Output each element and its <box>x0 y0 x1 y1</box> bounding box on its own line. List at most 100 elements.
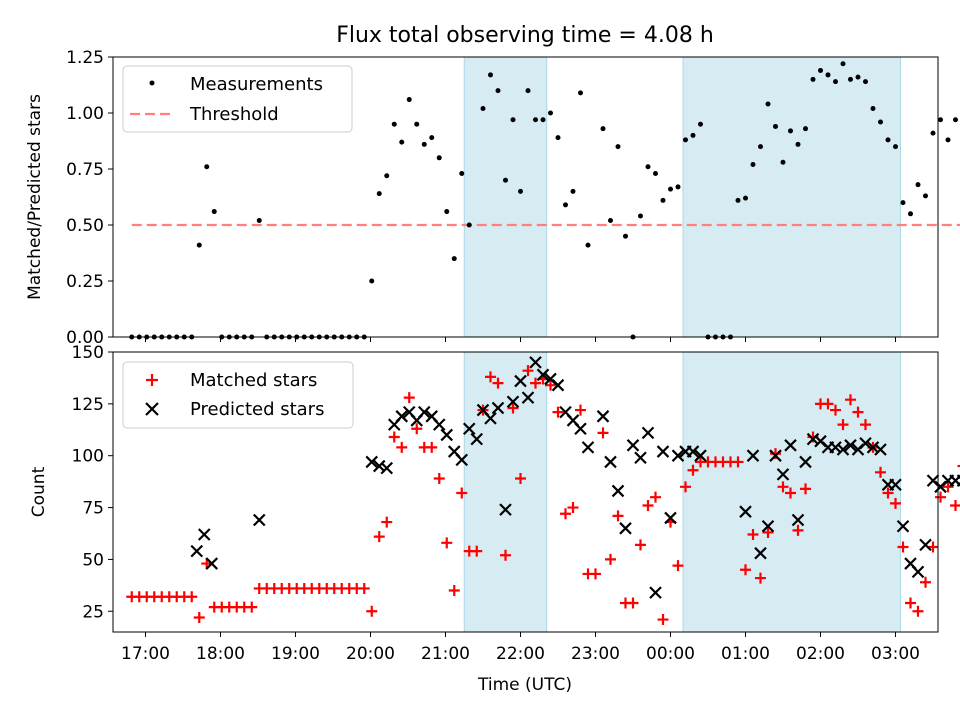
measurement-point <box>511 117 516 122</box>
measurement-point <box>788 128 793 133</box>
measurement-point <box>452 256 457 261</box>
measurement-point <box>578 90 583 95</box>
measurement-point <box>638 214 643 219</box>
measurement-point <box>422 142 427 147</box>
x-tick-label: 17:00 <box>121 644 170 664</box>
measurement-point <box>459 171 464 176</box>
measurement-point <box>212 209 217 214</box>
y-tick-label: 125 <box>72 395 104 415</box>
measurement-point <box>407 97 412 102</box>
y-tick-label: 0.75 <box>66 160 104 180</box>
measurement-point <box>901 200 906 205</box>
legend-matched-label: Matched stars <box>190 370 317 391</box>
measurement-point <box>856 75 861 80</box>
x-tick-label: 23:00 <box>571 644 620 664</box>
measurement-point <box>204 164 209 169</box>
y-tick-label: 100 <box>72 447 104 467</box>
measurement-point <box>548 111 553 116</box>
measurement-point <box>377 191 382 196</box>
measurement-point <box>676 184 681 189</box>
measurement-point <box>623 234 628 239</box>
x-tick-label: 19:00 <box>271 644 320 664</box>
bottom-legend: Matched stars Predicted stars <box>123 362 353 428</box>
x-tick-label: 03:00 <box>871 644 920 664</box>
y-tick-label: 1.00 <box>66 104 104 124</box>
measurement-point <box>848 77 853 82</box>
measurement-point <box>369 279 374 284</box>
measurement-point <box>766 102 771 107</box>
measurement-point <box>893 144 898 149</box>
x-tick-label: 01:00 <box>721 644 770 664</box>
top-legend: Measurements Threshold <box>123 66 352 132</box>
x-tick-label: 02:00 <box>796 644 845 664</box>
measurement-point <box>803 126 808 131</box>
measurement-point <box>608 218 613 223</box>
measurement-point <box>841 61 846 66</box>
x-tick-label: 18:00 <box>196 644 245 664</box>
measurement-point <box>601 126 606 131</box>
measurement-point <box>616 144 621 149</box>
x-axis-label: Time (UTC) <box>477 675 572 695</box>
top-y-axis-label: Matched/Predicted stars <box>25 94 45 300</box>
measurement-point <box>503 178 508 183</box>
measurement-point <box>878 119 883 124</box>
measurement-point <box>496 88 501 93</box>
shaded-interval <box>464 57 547 337</box>
measurement-point <box>533 117 538 122</box>
legend-measurements-label: Measurements <box>190 74 323 95</box>
legend-measurements-marker <box>150 81 155 86</box>
x-tick-label: 20:00 <box>346 644 395 664</box>
legend-predicted-label: Predicted stars <box>190 399 324 420</box>
measurement-point <box>938 117 943 122</box>
measurement-point <box>399 140 404 145</box>
measurement-point <box>444 209 449 214</box>
measurement-point <box>908 211 913 216</box>
measurement-point <box>563 202 568 207</box>
y-tick-label: 75 <box>82 499 104 519</box>
measurement-point <box>586 243 591 248</box>
y-tick-label: 25 <box>82 602 104 622</box>
measurement-point <box>467 223 472 228</box>
measurement-point <box>871 106 876 111</box>
measurement-point <box>781 160 786 165</box>
measurement-point <box>653 171 658 176</box>
measurement-point <box>257 218 262 223</box>
measurement-point <box>811 77 816 82</box>
measurement-point <box>414 122 419 127</box>
measurement-point <box>923 193 928 198</box>
measurement-point <box>481 106 486 111</box>
measurement-point <box>488 72 493 77</box>
measurement-point <box>833 79 838 84</box>
measurement-point <box>826 72 831 77</box>
shaded-interval <box>683 57 901 337</box>
measurement-point <box>886 137 891 142</box>
measurement-point <box>698 122 703 127</box>
shaded-interval <box>464 352 547 632</box>
y-tick-label: 0.50 <box>66 216 104 236</box>
x-tick-label: 00:00 <box>646 644 695 664</box>
measurement-point <box>392 122 397 127</box>
measurement-point <box>683 137 688 142</box>
measurement-point <box>773 124 778 129</box>
measurement-point <box>916 182 921 187</box>
measurement-point <box>541 117 546 122</box>
measurement-point <box>668 187 673 192</box>
measurement-point <box>646 164 651 169</box>
measurement-point <box>661 198 666 203</box>
measurement-point <box>437 155 442 160</box>
measurement-point <box>818 68 823 73</box>
bottom-y-axis-label: Count <box>29 466 49 517</box>
x-tick-label: 21:00 <box>421 644 470 664</box>
y-tick-label: 150 <box>72 343 104 363</box>
x-tick-label: 22:00 <box>496 644 545 664</box>
measurement-point <box>743 196 748 201</box>
measurement-point <box>946 137 951 142</box>
chart-title: Flux total observing time = 4.08 h <box>336 23 714 48</box>
measurement-point <box>751 162 756 167</box>
measurement-point <box>384 173 389 178</box>
measurement-point <box>556 135 561 140</box>
measurement-point <box>197 243 202 248</box>
measurement-point <box>796 142 801 147</box>
measurement-point <box>518 189 523 194</box>
